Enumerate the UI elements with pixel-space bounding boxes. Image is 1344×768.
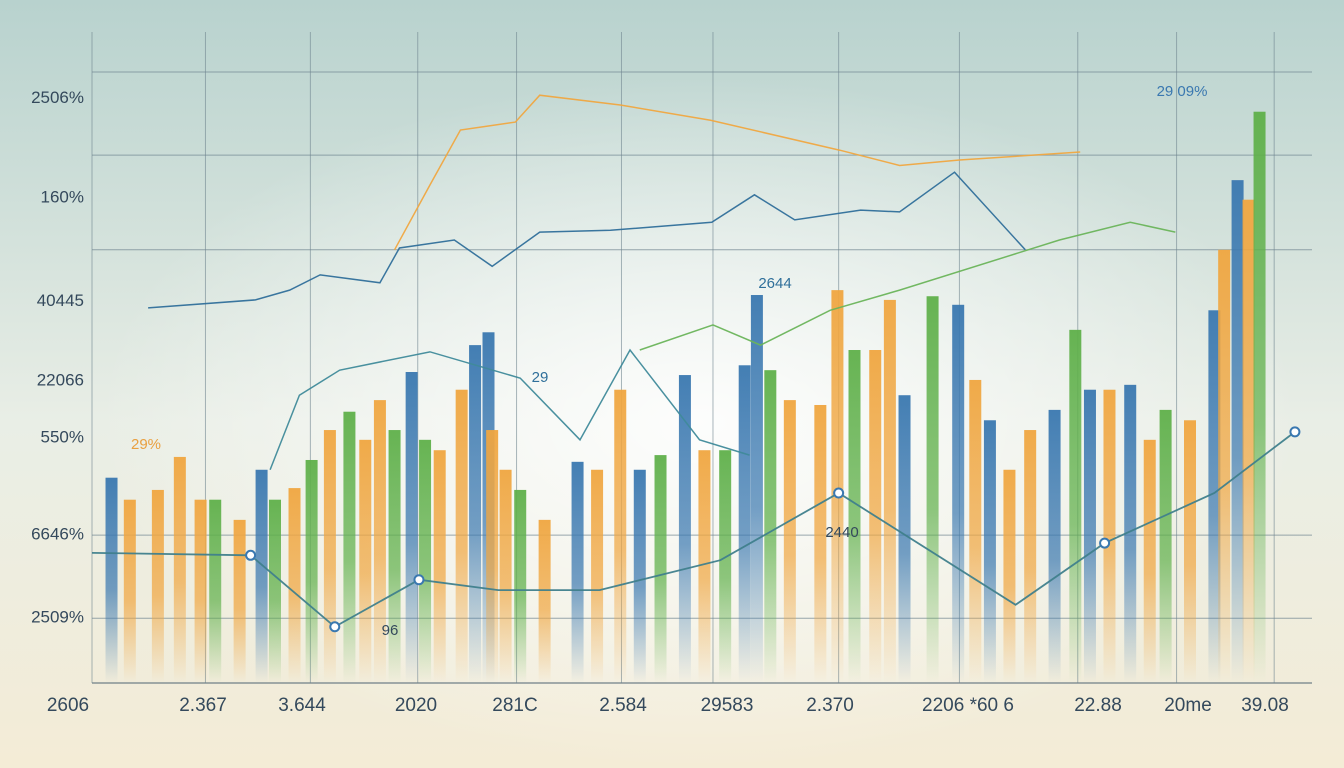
point-marker bbox=[329, 621, 341, 633]
x-tick-label: 3.644 bbox=[278, 695, 326, 716]
bar bbox=[455, 389, 468, 683]
point-marker bbox=[1289, 426, 1301, 438]
annotation: 29% bbox=[131, 436, 161, 453]
bar bbox=[1253, 111, 1266, 684]
bar bbox=[486, 430, 499, 683]
y-tick-label: 6646% bbox=[31, 525, 84, 544]
bar bbox=[1159, 409, 1172, 683]
x-tick-label: 2.370 bbox=[806, 695, 854, 716]
x-tick-label: 20me bbox=[1164, 695, 1212, 716]
bar bbox=[883, 299, 896, 683]
bar bbox=[373, 400, 386, 683]
x-tick-label: 2606 bbox=[47, 695, 89, 716]
bar bbox=[469, 345, 482, 683]
bar bbox=[898, 395, 911, 683]
bar bbox=[1003, 469, 1016, 683]
bar bbox=[288, 488, 301, 683]
bar bbox=[305, 459, 318, 683]
line-series bbox=[269, 348, 750, 471]
annotation: 29 09% bbox=[1157, 83, 1208, 100]
point-marker bbox=[245, 549, 257, 561]
bar bbox=[1069, 329, 1082, 683]
point-marker bbox=[833, 487, 845, 499]
bar bbox=[1184, 420, 1196, 683]
y-tick-label: 2509% bbox=[31, 608, 84, 627]
bar bbox=[738, 365, 751, 683]
bar bbox=[952, 304, 965, 683]
y-tick-label: 550% bbox=[41, 427, 84, 446]
x-tick-label: 29583 bbox=[701, 695, 754, 716]
bar bbox=[926, 296, 939, 683]
bar bbox=[433, 450, 446, 683]
line-series bbox=[639, 221, 1176, 351]
line-series bbox=[148, 171, 1026, 309]
bar bbox=[1143, 439, 1156, 683]
bar bbox=[105, 477, 118, 683]
bar bbox=[151, 489, 164, 683]
annotation: 96 bbox=[382, 622, 399, 639]
x-tick-label: 2.584 bbox=[599, 695, 647, 716]
bar bbox=[209, 499, 222, 683]
bar bbox=[848, 350, 861, 683]
point-marker bbox=[413, 574, 425, 586]
bar bbox=[538, 519, 551, 683]
bar bbox=[571, 461, 584, 683]
bar bbox=[173, 456, 186, 683]
bar bbox=[1218, 249, 1231, 683]
bar bbox=[983, 420, 996, 683]
annotation: 2440 bbox=[825, 524, 858, 541]
bar bbox=[654, 455, 667, 683]
annotation: 2644 bbox=[758, 275, 791, 292]
bar bbox=[814, 404, 827, 683]
bar bbox=[591, 469, 604, 683]
bar bbox=[1083, 389, 1096, 683]
bar bbox=[269, 499, 281, 683]
line-series bbox=[91, 431, 1296, 628]
x-tick-label: 22.88 bbox=[1074, 695, 1122, 716]
bar bbox=[359, 439, 372, 683]
bar bbox=[405, 372, 418, 683]
bar bbox=[1242, 199, 1255, 683]
bar bbox=[678, 375, 691, 683]
x-tick-label: 2020 bbox=[395, 695, 437, 716]
annotation: 29 bbox=[532, 369, 549, 386]
y-tick-label: 22066 bbox=[37, 371, 84, 390]
bar bbox=[633, 469, 646, 683]
bar bbox=[831, 290, 844, 683]
bar bbox=[719, 450, 732, 683]
bar bbox=[388, 430, 401, 683]
bar bbox=[194, 499, 207, 683]
bar bbox=[1231, 180, 1244, 683]
x-tick-label: 39.08 bbox=[1241, 695, 1289, 716]
bar bbox=[514, 489, 527, 683]
x-tick-label: 281C bbox=[492, 695, 537, 716]
bar bbox=[750, 295, 763, 683]
bar bbox=[698, 450, 711, 683]
point-marker bbox=[1099, 537, 1111, 549]
bar bbox=[764, 370, 777, 683]
bar bbox=[1124, 384, 1137, 683]
bar bbox=[499, 469, 512, 683]
bar bbox=[969, 379, 982, 683]
bar bbox=[343, 411, 356, 683]
bar bbox=[1208, 310, 1221, 683]
y-tick-label: 2506% bbox=[31, 88, 84, 107]
line-series bbox=[393, 94, 1081, 251]
bar bbox=[323, 430, 336, 683]
x-tick-label: 2206 *60 6 bbox=[922, 695, 1014, 716]
bar bbox=[419, 439, 432, 683]
bar bbox=[233, 519, 246, 683]
bar bbox=[1048, 409, 1061, 683]
y-tick-label: 160% bbox=[41, 187, 84, 206]
y-tick-label: 40445 bbox=[37, 291, 84, 310]
bar bbox=[123, 499, 136, 683]
x-tick-label: 2.367 bbox=[179, 695, 227, 716]
bar bbox=[1103, 389, 1116, 683]
bar bbox=[783, 400, 796, 683]
bar bbox=[1024, 430, 1037, 683]
bar bbox=[614, 389, 627, 683]
bar bbox=[255, 469, 268, 683]
